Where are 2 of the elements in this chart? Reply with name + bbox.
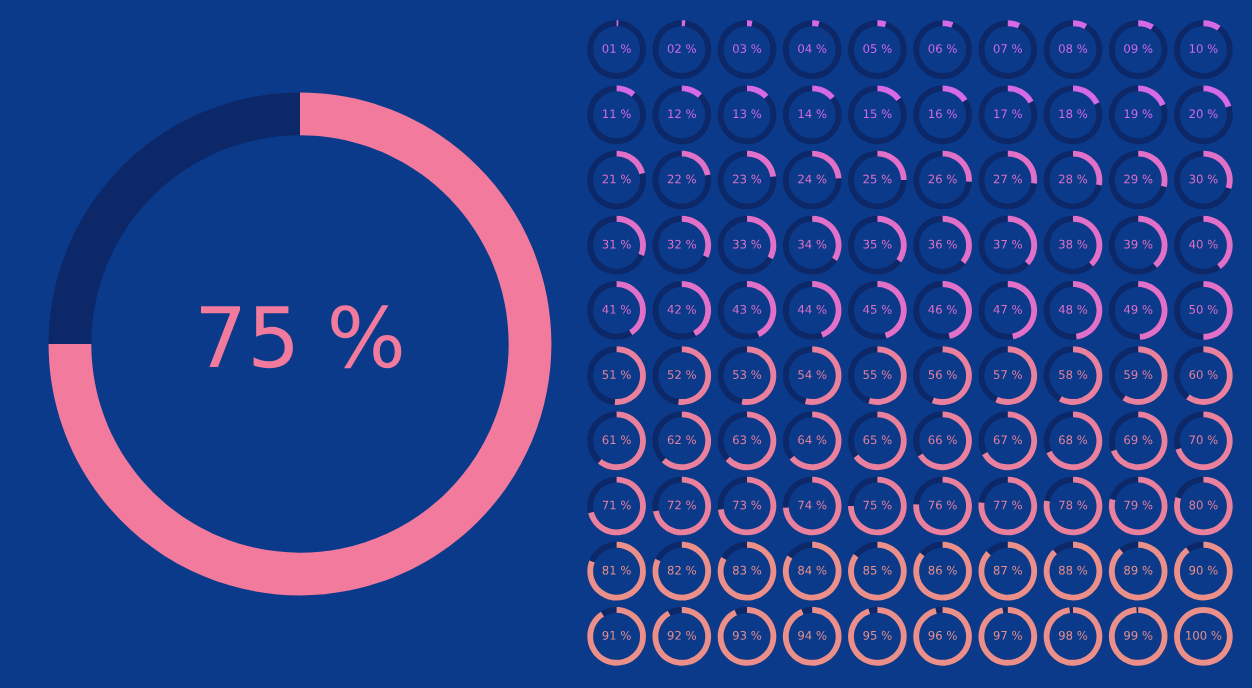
donut-slice — [48, 92, 552, 596]
data-label: 75 % — [200, 305, 402, 369]
